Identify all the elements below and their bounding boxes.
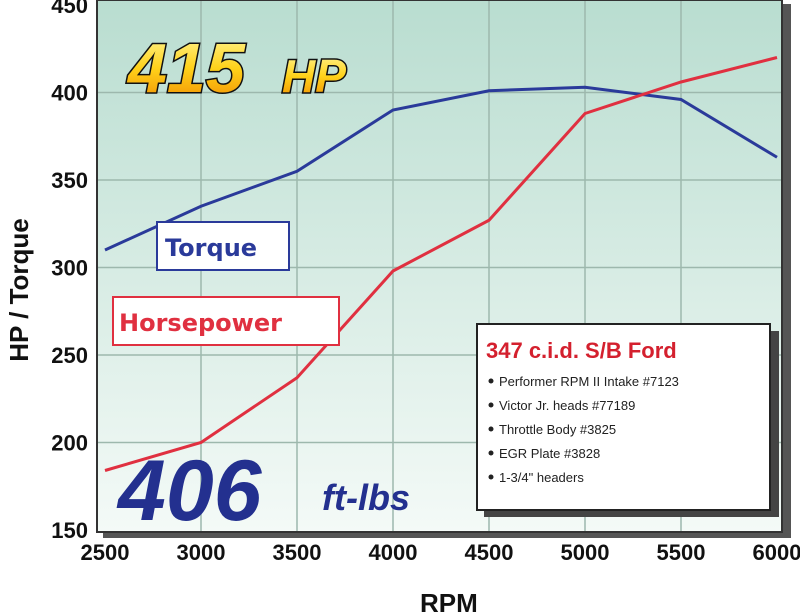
- y-tick-label: 300: [51, 256, 88, 281]
- bullet-icon: [488, 426, 494, 432]
- spec-item: Performer RPM II Intake #7123: [499, 374, 679, 389]
- spec-box: 347 c.i.d. S/B Ford Performer RPM II Int…: [476, 323, 779, 517]
- x-tick-label: 4500: [465, 540, 514, 565]
- y-tick-label: 250: [51, 343, 88, 368]
- torque-peak-callout: 406 ft-lbs: [116, 443, 410, 539]
- x-tick-label: 6000: [753, 540, 800, 565]
- bullet-icon: [488, 378, 494, 384]
- hp-peak-number: 415: [126, 29, 246, 107]
- horsepower-line: [104, 56, 778, 472]
- x-tick-label: 5500: [657, 540, 706, 565]
- spec-item: 1-3/4" headers: [499, 470, 584, 485]
- spec-item: Victor Jr. heads #77189: [499, 398, 635, 413]
- y-tick-label: 450: [51, 0, 88, 18]
- bullet-icon: [488, 474, 494, 480]
- y-axis-label: HP / Torque: [4, 218, 34, 362]
- torque-peak-number: 406: [116, 443, 263, 539]
- x-tick-label: 2500: [81, 540, 130, 565]
- legend-horsepower: Horsepower: [112, 296, 340, 346]
- x-tick-label: 4000: [369, 540, 418, 565]
- y-tick-label: 150: [51, 518, 88, 543]
- legend-torque-box: [156, 221, 290, 271]
- x-tick-label: 3500: [273, 540, 322, 565]
- hp-peak-unit: HP: [282, 50, 346, 102]
- y-tick-label: 350: [51, 168, 88, 193]
- legend-torque: Torque: [156, 221, 290, 271]
- torque-peak-unit: ft-lbs: [322, 477, 410, 518]
- x-axis-label: RPM: [420, 588, 478, 614]
- bullet-icon: [488, 402, 494, 408]
- spec-title: 347 c.i.d. S/B Ford: [486, 338, 677, 363]
- spec-item: Throttle Body #3825: [499, 422, 616, 437]
- y-tick-label: 400: [51, 81, 88, 106]
- torque-line: [104, 85, 778, 252]
- y-tick-label: 200: [51, 431, 88, 456]
- legend-torque-label: Torque: [165, 234, 257, 262]
- bullet-icon: [488, 450, 494, 456]
- legend-horsepower-box: [112, 296, 340, 346]
- hp-peak-callout: 415 HP: [125, 28, 348, 109]
- x-tick-label: 5000: [561, 540, 610, 565]
- legend-horsepower-label: Horsepower: [119, 309, 282, 337]
- x-tick-label: 3000: [177, 540, 226, 565]
- spec-item: EGR Plate #3828: [499, 446, 600, 461]
